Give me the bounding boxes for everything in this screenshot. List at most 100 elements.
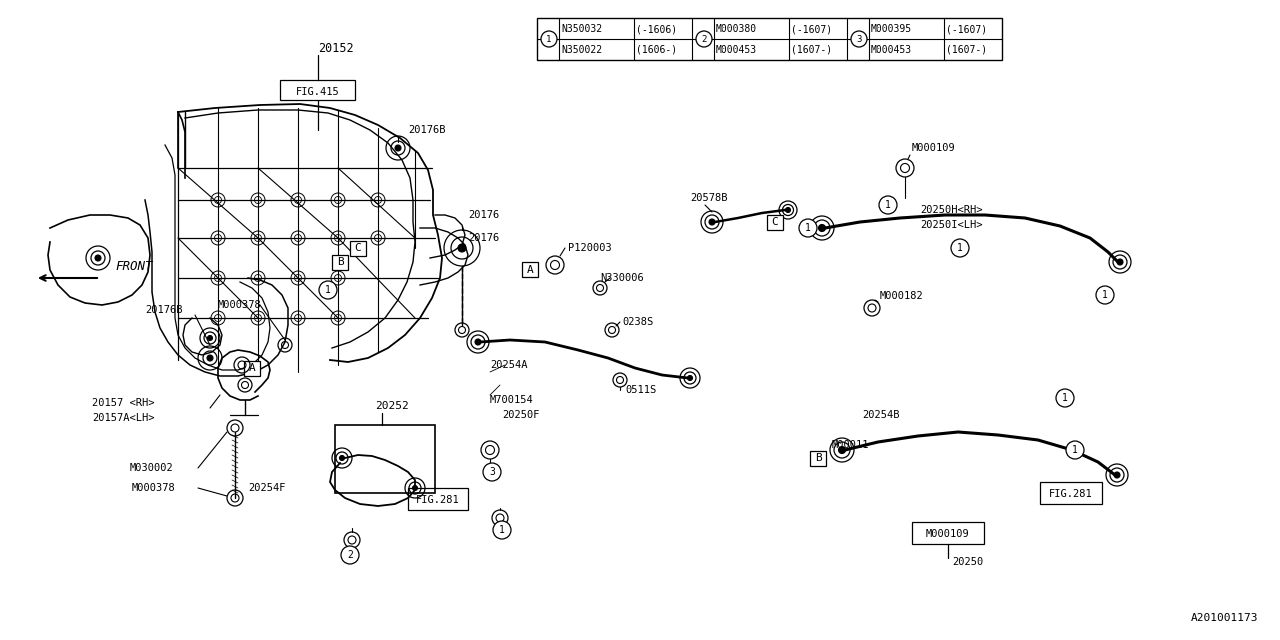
Text: FRONT: FRONT (115, 259, 152, 273)
Text: A201001173: A201001173 (1190, 613, 1258, 623)
Bar (538, 18, 1002, 60)
Text: 1: 1 (884, 200, 891, 210)
Circle shape (475, 339, 481, 345)
Circle shape (340, 546, 358, 564)
Text: FIG.281: FIG.281 (416, 495, 460, 505)
Circle shape (818, 225, 826, 232)
Text: M000395: M000395 (870, 24, 913, 34)
Text: 20254F: 20254F (248, 483, 285, 493)
Text: C: C (355, 243, 361, 253)
Circle shape (696, 31, 712, 47)
Text: M700154: M700154 (490, 395, 534, 405)
Circle shape (1096, 286, 1114, 304)
Bar (522, 262, 538, 277)
Circle shape (1114, 472, 1120, 478)
Bar (810, 451, 826, 465)
Circle shape (483, 463, 500, 481)
Text: 1: 1 (1102, 290, 1108, 300)
Bar (911, 522, 984, 544)
Text: 1: 1 (547, 35, 552, 44)
Circle shape (879, 196, 897, 214)
Text: (1607-): (1607-) (946, 45, 987, 55)
Text: 20176: 20176 (468, 210, 499, 220)
Text: C: C (772, 217, 778, 227)
Text: 3: 3 (856, 35, 861, 44)
Circle shape (1117, 259, 1123, 265)
Text: A: A (526, 265, 534, 275)
Circle shape (319, 281, 337, 299)
Text: M000109: M000109 (911, 143, 956, 153)
Text: 20250: 20250 (952, 557, 983, 567)
Circle shape (339, 456, 344, 461)
Text: 20176B: 20176B (408, 125, 445, 135)
Bar (244, 360, 260, 376)
Circle shape (95, 255, 101, 261)
Text: 2: 2 (701, 35, 707, 44)
Text: M000453: M000453 (870, 45, 913, 55)
Circle shape (951, 239, 969, 257)
Text: 20157A<LH>: 20157A<LH> (92, 413, 155, 423)
Text: (1606-): (1606-) (636, 45, 677, 55)
Text: 20152: 20152 (317, 42, 353, 54)
Text: 1: 1 (805, 223, 812, 233)
Circle shape (838, 447, 846, 454)
Text: 20578B: 20578B (690, 193, 727, 203)
Circle shape (493, 521, 511, 539)
Circle shape (541, 31, 557, 47)
Text: A: A (248, 363, 256, 373)
Text: M030002: M030002 (131, 463, 174, 473)
Text: 20250I<LH>: 20250I<LH> (920, 220, 983, 230)
Text: 3: 3 (489, 467, 495, 477)
Circle shape (687, 376, 692, 381)
Text: 1: 1 (1062, 393, 1068, 403)
Bar (335, 425, 435, 493)
Text: 1: 1 (499, 525, 504, 535)
Circle shape (396, 145, 401, 151)
Text: N350022: N350022 (561, 45, 602, 55)
Text: 20254A: 20254A (490, 360, 527, 370)
Bar (408, 488, 468, 510)
Text: M000380: M000380 (716, 24, 758, 34)
Bar (332, 255, 348, 269)
Text: M000378: M000378 (218, 300, 261, 310)
Circle shape (799, 219, 817, 237)
Circle shape (786, 207, 791, 212)
Text: P120003: P120003 (568, 243, 612, 253)
Text: M000378: M000378 (132, 483, 175, 493)
Text: 1: 1 (1073, 445, 1078, 455)
Text: FIG.415: FIG.415 (296, 87, 340, 97)
Text: M000182: M000182 (881, 291, 924, 301)
Text: 20176: 20176 (468, 233, 499, 243)
Text: 20250H<RH>: 20250H<RH> (920, 205, 983, 215)
Text: 2: 2 (347, 550, 353, 560)
Text: B: B (337, 257, 343, 267)
Bar (280, 80, 355, 100)
Text: (1607-): (1607-) (791, 45, 832, 55)
Text: 20252: 20252 (375, 401, 408, 411)
Text: 20157 <RH>: 20157 <RH> (92, 398, 155, 408)
Bar (767, 214, 783, 230)
Text: (-1606): (-1606) (636, 24, 677, 34)
Circle shape (207, 335, 212, 340)
Text: N350032: N350032 (561, 24, 602, 34)
Text: 20250F: 20250F (502, 410, 539, 420)
Text: 1: 1 (957, 243, 963, 253)
Circle shape (709, 219, 716, 225)
Text: 1: 1 (325, 285, 332, 295)
Text: 20176B: 20176B (145, 305, 183, 315)
Text: 0238S: 0238S (622, 317, 653, 327)
Text: M00011: M00011 (832, 440, 869, 450)
Bar (349, 241, 366, 255)
Circle shape (851, 31, 867, 47)
Circle shape (1066, 441, 1084, 459)
Text: B: B (814, 453, 822, 463)
Circle shape (458, 244, 466, 252)
Text: (-1607): (-1607) (791, 24, 832, 34)
Circle shape (1056, 389, 1074, 407)
Text: M000453: M000453 (716, 45, 758, 55)
Circle shape (207, 355, 212, 361)
Bar (1039, 482, 1102, 504)
Text: N330006: N330006 (600, 273, 644, 283)
Text: (-1607): (-1607) (946, 24, 987, 34)
Text: FIG.281: FIG.281 (1050, 489, 1093, 499)
